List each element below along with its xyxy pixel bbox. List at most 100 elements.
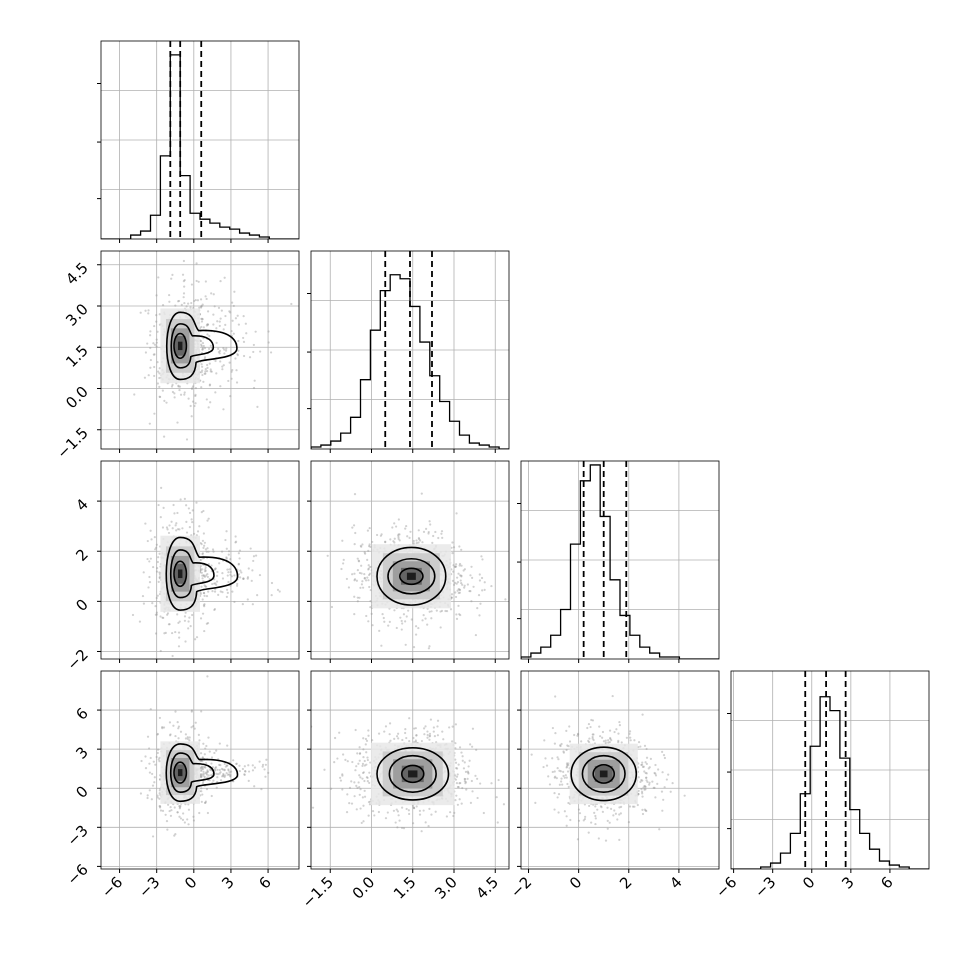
scatter-point xyxy=(240,571,243,574)
scatter-point xyxy=(199,752,203,755)
scatter-point xyxy=(177,385,180,388)
scatter-point xyxy=(457,591,460,595)
scatter-point xyxy=(551,770,554,774)
scatter-point xyxy=(641,808,644,811)
scatter-point xyxy=(452,546,456,549)
scatter-point xyxy=(366,756,369,759)
scatter-point xyxy=(225,595,228,598)
scatter-point xyxy=(162,726,166,729)
scatter-point xyxy=(187,397,190,400)
scatter-point xyxy=(218,349,222,352)
scatter-point xyxy=(200,790,203,793)
scatter-point xyxy=(171,631,174,635)
scatter-point xyxy=(458,746,462,749)
scatter-point xyxy=(353,579,356,582)
scatter-point xyxy=(654,774,658,777)
scatter-point xyxy=(196,530,200,533)
scatter-point xyxy=(200,305,203,308)
scatter-point xyxy=(377,810,380,814)
scatter-point xyxy=(340,567,343,571)
scatter-point xyxy=(476,607,479,610)
scatter-point xyxy=(238,764,241,767)
scatter-point xyxy=(179,817,183,820)
scatter-point xyxy=(389,538,392,541)
scatter-point xyxy=(208,577,211,581)
scatter-point xyxy=(643,784,646,788)
scatter-point xyxy=(219,771,222,774)
scatter-point xyxy=(669,790,672,793)
scatter-point xyxy=(594,817,597,820)
scatter-point xyxy=(200,768,203,771)
scatter-point xyxy=(458,588,461,591)
scatter-point xyxy=(422,809,425,812)
x-tick-label: −3 xyxy=(135,873,163,901)
scatter-point xyxy=(156,330,159,333)
scatter-point xyxy=(207,406,210,409)
scatter-point xyxy=(381,613,384,616)
scatter-point xyxy=(206,310,210,313)
scatter-point xyxy=(242,336,245,340)
scatter-point xyxy=(397,732,400,735)
scatter-point xyxy=(455,617,459,620)
scatter-point xyxy=(456,581,460,584)
scatter-point xyxy=(454,761,458,764)
pair-panel-0-1 xyxy=(97,250,300,453)
scatter-point xyxy=(450,740,454,743)
scatter-point xyxy=(348,802,351,805)
scatter-point xyxy=(138,620,142,623)
scatter-point xyxy=(212,313,215,316)
scatter-point xyxy=(200,765,204,768)
scatter-point xyxy=(439,610,442,613)
scatter-point xyxy=(199,569,202,572)
x-tick-label: 6 xyxy=(255,873,274,892)
scatter-point xyxy=(200,371,203,374)
scatter-point xyxy=(158,571,161,574)
scatter-point xyxy=(196,299,200,302)
scatter-point xyxy=(251,603,254,606)
scatter-point xyxy=(593,811,596,814)
scatter-point xyxy=(143,376,147,379)
scatter-point xyxy=(172,724,175,727)
scatter-point xyxy=(260,788,263,791)
scatter-point xyxy=(155,314,158,317)
scatter-point xyxy=(158,367,161,370)
x-tick-label: 0.0 xyxy=(349,873,379,903)
scatter-point xyxy=(225,347,228,350)
contour-line xyxy=(592,764,616,784)
scatter-point xyxy=(205,297,208,301)
scatter-point xyxy=(378,629,381,632)
scatter-point xyxy=(451,725,454,728)
scatter-point xyxy=(146,735,150,738)
scatter-point xyxy=(576,734,579,737)
scatter-point xyxy=(346,793,349,796)
scatter-point xyxy=(460,751,463,754)
scatter-point xyxy=(218,768,221,772)
scatter-point xyxy=(228,568,231,571)
density-block xyxy=(177,769,183,777)
scatter-point xyxy=(188,736,191,739)
scatter-point xyxy=(200,769,203,772)
scatter-point xyxy=(214,766,218,769)
scatter-point xyxy=(460,581,463,585)
scatter-point xyxy=(199,772,203,776)
scatter-point xyxy=(199,592,203,595)
scatter-point xyxy=(440,609,444,612)
scatter-point xyxy=(157,556,160,559)
scatter-point xyxy=(454,799,457,802)
scatter-point xyxy=(168,300,171,303)
scatter-point xyxy=(449,608,453,611)
scatter-point xyxy=(364,743,367,746)
scatter-point xyxy=(363,764,366,767)
scatter-point xyxy=(358,746,361,749)
scatter-point xyxy=(201,373,204,377)
scatter-point xyxy=(407,809,410,812)
scatter-point xyxy=(178,815,181,818)
scatter-point xyxy=(228,771,231,774)
scatter-point xyxy=(456,589,459,592)
scatter-point xyxy=(224,774,227,777)
scatter-point xyxy=(604,741,607,744)
scatter-point xyxy=(190,518,193,521)
scatter-point xyxy=(188,526,191,529)
scatter-point xyxy=(554,775,557,778)
scatter-point xyxy=(198,739,201,742)
